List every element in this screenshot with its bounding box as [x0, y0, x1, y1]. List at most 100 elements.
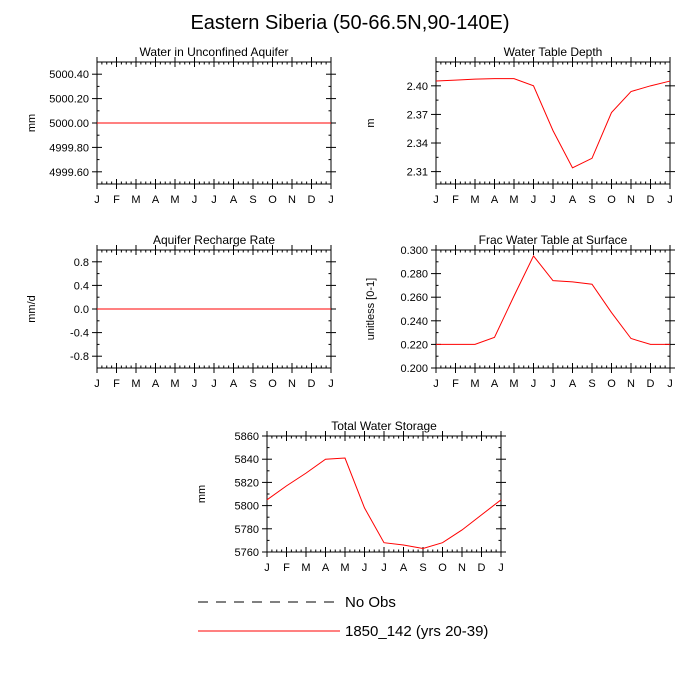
figure-title: Eastern Siberia (50-66.5N,90-140E) — [190, 12, 510, 34]
x-tick-label: S — [419, 562, 426, 574]
x-tick-label: A — [230, 194, 238, 206]
x-tick-label: J — [667, 194, 673, 206]
y-axis-label: m — [365, 118, 377, 127]
x-tick-label: A — [400, 562, 408, 574]
x-tick-label: J — [550, 194, 556, 206]
x-tick-label: A — [491, 378, 499, 390]
y-tick-label: 2.40 — [407, 81, 428, 93]
x-tick-label: A — [152, 378, 160, 390]
y-tick-label: 5780 — [235, 524, 259, 536]
y-tick-label: 0.300 — [400, 245, 428, 257]
y-tick-label: 0.8 — [74, 257, 89, 269]
series-line-model — [436, 254, 670, 345]
y-tick-label: 5000.40 — [49, 69, 89, 81]
y-tick-label: 2.34 — [407, 138, 428, 150]
x-tick-label: J — [667, 378, 673, 390]
x-tick-label: N — [288, 378, 296, 390]
plot-frame — [435, 61, 671, 185]
y-tick-label: 0.280 — [400, 269, 428, 281]
x-tick-label: J — [498, 562, 504, 574]
x-tick-label: D — [308, 194, 316, 206]
x-tick-label: J — [531, 194, 537, 206]
x-tick-label: M — [301, 562, 310, 574]
x-tick-label: M — [340, 562, 349, 574]
y-tick-label: 2.31 — [407, 167, 428, 179]
y-axis-label: mm — [196, 485, 208, 503]
y-tick-label: 0.240 — [400, 316, 428, 328]
x-tick-label: M — [131, 378, 140, 390]
x-tick-label: O — [438, 562, 447, 574]
legend-label-no-obs: No Obs — [345, 594, 396, 611]
y-axis-label: mm — [26, 114, 38, 132]
y-tick-label: 5000.20 — [49, 94, 89, 106]
x-tick-label: J — [433, 378, 439, 390]
x-tick-label: J — [192, 378, 198, 390]
x-tick-label: F — [452, 378, 459, 390]
plot-frame — [435, 249, 671, 369]
x-tick-label: M — [170, 378, 179, 390]
x-tick-label: F — [452, 194, 459, 206]
x-tick-label: J — [328, 194, 334, 206]
legend-label-model: 1850_142 (yrs 20-39) — [345, 623, 488, 640]
x-tick-label: J — [531, 378, 537, 390]
x-tick-label: S — [588, 378, 595, 390]
x-tick-label: N — [627, 378, 635, 390]
x-tick-label: A — [491, 194, 499, 206]
x-tick-label: N — [627, 194, 635, 206]
plot-frame — [266, 435, 502, 553]
y-axis-label: unitless [0-1] — [365, 278, 377, 340]
x-tick-label: O — [268, 194, 277, 206]
y-tick-label: 4999.80 — [49, 142, 89, 154]
x-tick-label: J — [328, 378, 334, 390]
y-tick-label: 5860 — [235, 431, 259, 443]
series-line-model — [435, 78, 671, 169]
x-tick-label: O — [268, 378, 277, 390]
x-tick-label: A — [152, 194, 160, 206]
x-tick-label: J — [550, 378, 556, 390]
x-tick-label: D — [478, 562, 486, 574]
x-tick-label: N — [288, 194, 296, 206]
x-tick-label: J — [362, 562, 368, 574]
y-tick-label: 0.200 — [400, 363, 428, 375]
y-tick-label: 5840 — [235, 454, 259, 466]
y-tick-label: -0.8 — [70, 351, 89, 363]
x-tick-label: A — [322, 562, 330, 574]
x-tick-label: O — [607, 378, 616, 390]
x-tick-label: M — [509, 194, 518, 206]
x-tick-label: F — [113, 194, 120, 206]
x-tick-label: D — [647, 378, 655, 390]
x-tick-label: M — [131, 194, 140, 206]
panel-title: Water in Unconfined Aquifer — [140, 45, 289, 59]
y-tick-label: 0.4 — [74, 280, 89, 292]
panel-title: Aquifer Recharge Rate — [153, 233, 275, 247]
x-tick-label: F — [113, 378, 120, 390]
x-tick-label: S — [588, 194, 595, 206]
x-tick-label: M — [170, 194, 179, 206]
x-tick-label: J — [211, 378, 217, 390]
y-tick-label: 5760 — [235, 547, 259, 559]
y-tick-label: 5000.00 — [49, 118, 89, 130]
y-tick-label: 4999.60 — [49, 167, 89, 179]
x-tick-label: D — [647, 194, 655, 206]
x-tick-label: S — [249, 194, 256, 206]
x-tick-label: D — [308, 378, 316, 390]
panel-title: Frac Water Table at Surface — [479, 233, 628, 247]
x-tick-label: J — [192, 194, 198, 206]
y-tick-label: 5820 — [235, 477, 259, 489]
y-tick-label: 5800 — [235, 501, 259, 513]
y-tick-label: 0.260 — [400, 292, 428, 304]
y-axis-label: mm/d — [26, 295, 38, 323]
x-tick-label: J — [264, 562, 270, 574]
x-tick-label: J — [94, 194, 100, 206]
x-tick-label: S — [249, 378, 256, 390]
y-tick-label: 2.37 — [407, 109, 428, 121]
x-tick-label: O — [607, 194, 616, 206]
x-tick-label: F — [283, 562, 290, 574]
x-tick-label: M — [509, 378, 518, 390]
